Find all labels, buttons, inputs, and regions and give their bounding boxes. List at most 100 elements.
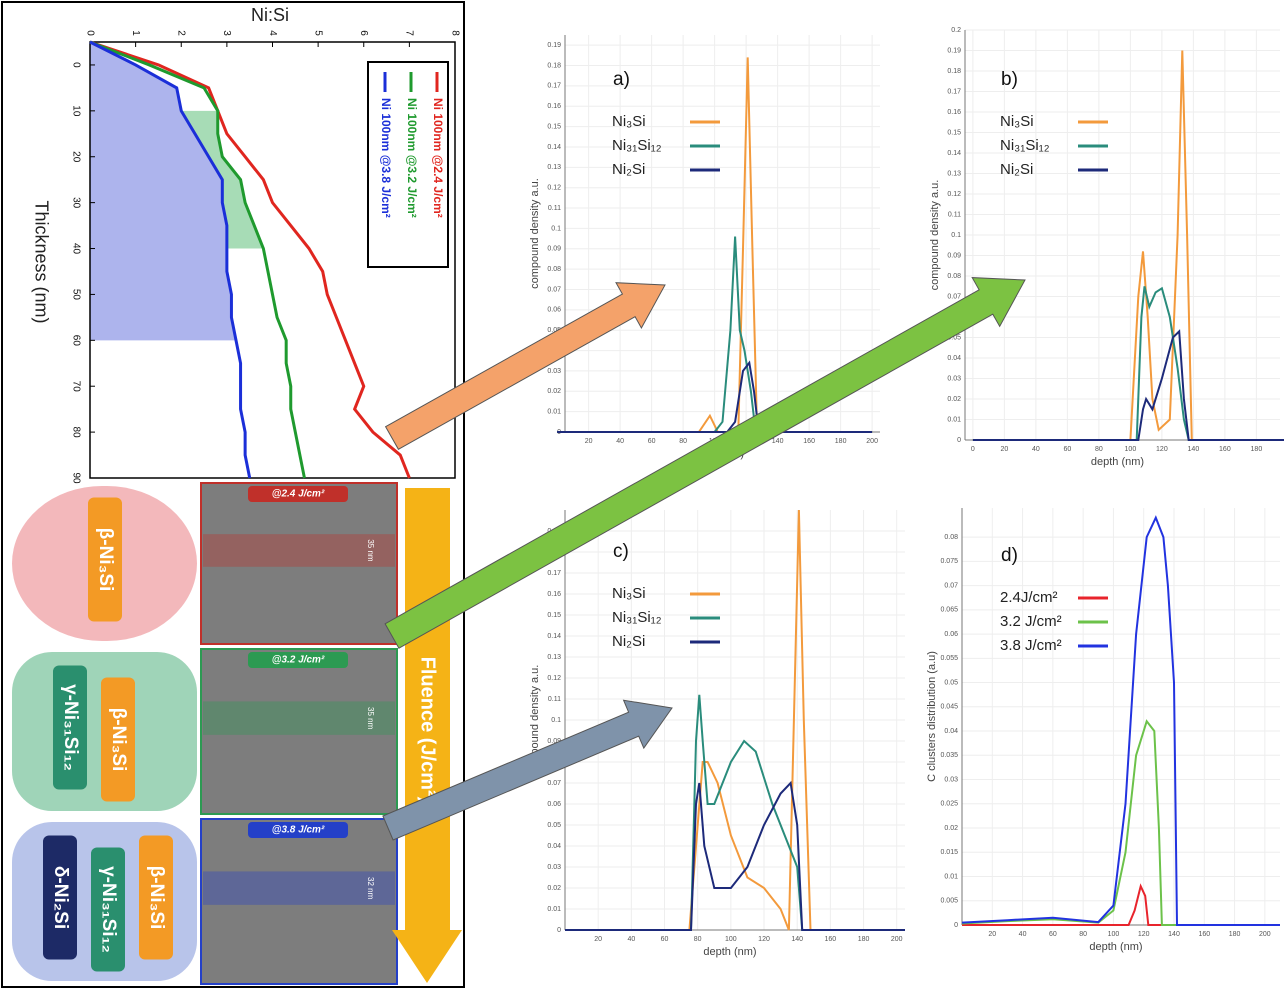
y-tick-label: 90: [70, 472, 81, 484]
y-tick-label: 0.11: [948, 211, 961, 218]
y-tick-label: 0.19: [947, 47, 961, 54]
x-tick-label: 200: [866, 438, 878, 445]
tem-label: @3.8 J/cm²: [272, 825, 325, 836]
y-tick-label: 0.01: [944, 873, 958, 880]
y-tick-label: 50: [70, 289, 81, 301]
legend-label: Ni₃Si: [1000, 113, 1034, 130]
y-tick-label: 0.04: [944, 728, 958, 735]
y-tick-label: 0.055: [940, 655, 958, 662]
y-tick-label: 0.17: [547, 570, 561, 577]
legend-label: Ni 100nm @2.4 J/cm²: [431, 98, 445, 218]
phase-label: β-Ni₃Si: [146, 866, 167, 930]
x-tick-label: 140: [1168, 931, 1180, 938]
x-tick-label: 0: [84, 30, 95, 36]
y-tick-label: 0.005: [940, 898, 958, 905]
x-tick-label: 120: [1156, 446, 1168, 453]
series-line: [565, 783, 905, 930]
x-tick-label: 100: [1125, 446, 1137, 453]
y-tick-label: 0.03: [547, 368, 561, 375]
legend-label: Ni₂Si: [1000, 161, 1033, 178]
x-tick-label: 40: [627, 936, 635, 943]
tem-scale: 32 nm: [366, 877, 375, 900]
x-tick-label: 160: [1198, 931, 1210, 938]
y-tick-label: 0.11: [548, 696, 561, 703]
y-tick-label: 0.045: [940, 704, 958, 711]
legend-label: Ni₃Si: [612, 113, 646, 130]
blue-region: [90, 42, 236, 340]
left-chart-title: Ni:Si: [251, 5, 289, 25]
x-tick-label: 200: [1259, 931, 1271, 938]
y-tick-label: 0.16: [547, 103, 561, 110]
y-tick-label: 0.12: [547, 185, 561, 192]
y-tick-label: 10: [70, 105, 81, 117]
y-tick-label: 0.12: [947, 191, 961, 198]
y-tick-label: 70: [70, 381, 81, 393]
y-axis-title: compound density a.u.: [529, 178, 541, 289]
x-tick-label: 120: [1138, 931, 1150, 938]
x-tick-label: 120: [758, 936, 770, 943]
y-tick-label: 0.07: [944, 582, 958, 589]
legend-label: 3.8 J/cm²: [1000, 637, 1062, 654]
x-tick-label: 80: [679, 438, 687, 445]
left-axis-title: Thickness (nm): [31, 200, 51, 323]
y-tick-label: 0.06: [547, 307, 561, 314]
x-tick-label: 40: [1019, 931, 1027, 938]
panel-label: b): [1001, 69, 1018, 90]
phase-label: β-Ni₃Si: [108, 708, 129, 772]
x-tick-label: 80: [694, 936, 702, 943]
x-tick-label: 100: [725, 936, 737, 943]
y-tick-label: 0.035: [940, 752, 958, 759]
fluence-label: Fluence (J/cm²): [417, 657, 439, 804]
y-tick-label: 0.1: [551, 225, 561, 232]
x-tick-label: 140: [772, 438, 784, 445]
tem-scale: 35 nm: [366, 707, 375, 730]
y-tick-label: 0.15: [547, 612, 561, 619]
y-tick-label: 30: [70, 197, 81, 209]
y-tick-label: 0.17: [947, 88, 961, 95]
x-tick-label: 20: [988, 931, 996, 938]
y-tick-label: 0.02: [944, 825, 958, 832]
series-line: [973, 286, 1284, 440]
y-tick-label: 0: [957, 437, 961, 444]
y-tick-label: 0.2: [951, 27, 961, 34]
x-tick-label: 100: [1108, 931, 1120, 938]
y-tick-label: 0.18: [547, 62, 561, 69]
y-tick-label: 40: [70, 243, 81, 255]
y-tick-label: 0.18: [947, 68, 961, 75]
x-tick-label: 20: [594, 936, 602, 943]
y-tick-label: 0.05: [944, 679, 958, 686]
x-axis-title: depth (nm): [1091, 456, 1144, 468]
y-tick-label: 0.1: [551, 717, 561, 724]
x-tick-label: 180: [1251, 446, 1263, 453]
x-tick-label: 80: [1095, 446, 1103, 453]
y-tick-label: 0.15: [947, 129, 961, 136]
phase-label: δ-Ni₂Si: [50, 866, 71, 929]
y-tick-label: 0.19: [547, 42, 561, 49]
panel-label: d): [1001, 545, 1018, 566]
series-line: [973, 331, 1284, 440]
y-tick-label: 0.16: [547, 591, 561, 598]
x-tick-label: 200: [891, 936, 903, 943]
x-axis-title: depth (nm): [1089, 941, 1142, 953]
y-tick-label: 0.08: [547, 266, 561, 273]
x-tick-label: 60: [648, 438, 656, 445]
y-tick-label: 0.04: [947, 355, 961, 362]
series-line: [973, 51, 1284, 441]
x-tick-label: 160: [825, 936, 837, 943]
series-line: [962, 518, 1280, 925]
x-tick-label: 4: [267, 30, 278, 36]
x-tick-label: 140: [1188, 446, 1200, 453]
x-tick-label: 180: [858, 936, 870, 943]
panel-label: c): [613, 541, 629, 562]
y-tick-label: 0.16: [947, 109, 961, 116]
phase-label: γ-Ni₃₁Si₁₂: [98, 866, 119, 953]
y-tick-label: 0.17: [547, 83, 561, 90]
x-tick-label: 5: [312, 30, 323, 36]
y-tick-label: 0.08: [947, 273, 961, 280]
y-tick-label: 0.09: [947, 252, 961, 259]
phase-label: γ-Ni₃₁Si₁₂: [60, 684, 81, 771]
x-tick-label: 8: [449, 30, 460, 36]
x-tick-label: 6: [358, 30, 369, 36]
y-tick-label: 0.07: [947, 293, 961, 300]
y-tick-label: 0: [557, 927, 561, 934]
